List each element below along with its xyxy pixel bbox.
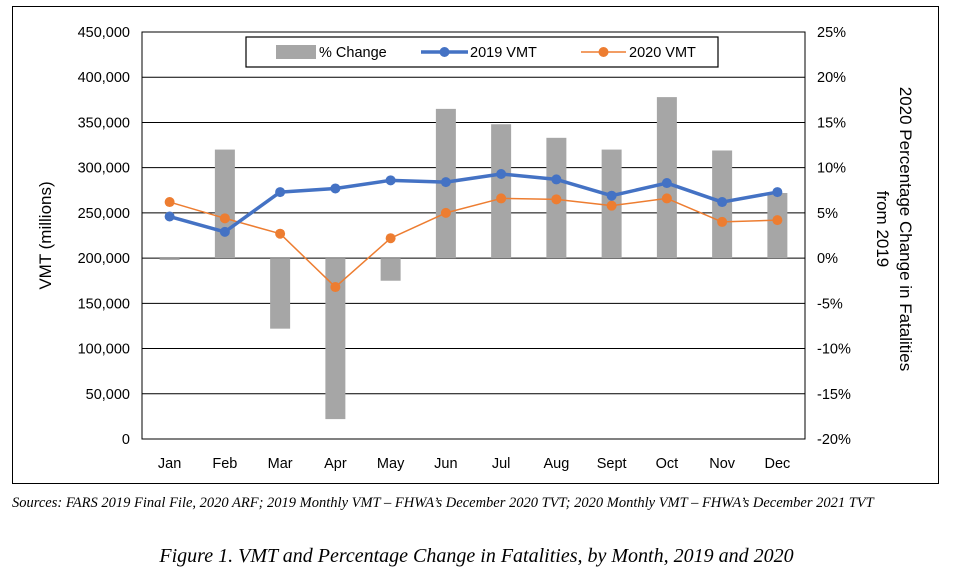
series-2019-vmt-point [717, 197, 728, 208]
series-2019-vmt-point [275, 187, 286, 198]
x-tick-label: Feb [212, 456, 237, 472]
y2-tick-label: -15% [817, 387, 851, 403]
y-tick-label: 250,000 [78, 206, 130, 222]
y2-tick-label: 25% [817, 25, 846, 41]
series-2019-vmt-point [496, 168, 507, 179]
series-2019-vmt-point [551, 174, 562, 185]
plot-area-border [141, 31, 806, 440]
x-tick-label: Jul [492, 456, 511, 472]
bar-pct-change [491, 124, 512, 259]
series-2019-vmt-point [606, 190, 617, 201]
figure-caption: Figure 1. VMT and Percentage Change in F… [159, 545, 794, 567]
legend-marker-2019-vmt [439, 47, 450, 57]
series-2020-vmt-point [551, 194, 562, 205]
x-tick-label: May [377, 456, 405, 472]
series-2020-vmt-line [169, 197, 778, 288]
series-2019-vmt-point [772, 187, 783, 198]
series-2020-vmt-point [330, 282, 341, 293]
series-2019-vmt-point [661, 178, 672, 189]
y2-axis-title-line2: from 2019 [873, 191, 892, 268]
series-2020-vmt-point [496, 193, 507, 204]
sources-note: Sources: FARS 2019 Final File, 2020 ARF;… [12, 495, 874, 511]
series-2020-vmt-point [772, 215, 783, 226]
legend-label-2019-vmt: 2019 VMT [470, 45, 537, 61]
x-tick-label: Aug [543, 456, 569, 472]
series-2020-vmt-point [164, 197, 175, 208]
y-tick-label: 50,000 [86, 387, 130, 403]
y-tick-label: 350,000 [78, 115, 130, 131]
bar-pct-change [380, 258, 401, 281]
chart-frame: 0 50,000 100,000 150,000 200,000 250,000 300,0… [12, 6, 939, 484]
series-2019-vmt-point [164, 211, 175, 222]
x-tick-label: Oct [656, 456, 679, 472]
y-tick-label: 300,000 [78, 161, 130, 177]
series-2020-vmt-point [219, 213, 230, 224]
combo-chart: 0 50,000 100,000 150,000 200,000 250,000 300,0… [36, 25, 915, 472]
series-2019-vmt-point [385, 175, 396, 186]
series-2019-vmt-point [440, 177, 451, 188]
y-tick-label: 450,000 [78, 25, 130, 41]
y2-tick-label: -10% [817, 342, 851, 358]
x-tick-label: Sept [597, 456, 627, 472]
y-tick-label: 100,000 [78, 342, 130, 358]
y-tick-label: 200,000 [78, 251, 130, 267]
x-tick-label: Apr [324, 456, 347, 472]
y-axis-title: VMT (millions) [36, 181, 55, 289]
y2-tick-label: 20% [817, 70, 846, 86]
y2-tick-label: -20% [817, 432, 851, 448]
series-2019-vmt-line [169, 172, 778, 234]
series-2019-vmt-point [219, 226, 230, 237]
y2-tick-label: 15% [817, 115, 846, 131]
y-tick-label: 150,000 [78, 296, 130, 312]
x-tick-label: Dec [764, 456, 790, 472]
bar-pct-change [214, 149, 235, 259]
y-tick-label: 0 [122, 432, 130, 448]
legend-box [245, 36, 719, 68]
series-2020-vmt-point [606, 200, 617, 211]
series-2020-vmt-point [717, 216, 728, 227]
series-2020-vmt-point [440, 207, 451, 218]
legend-swatch-pct-change [276, 45, 316, 59]
series-2020-vmt-point [385, 233, 396, 244]
series-2020-vmt-point [661, 193, 672, 204]
legend-marker-2020-vmt [598, 47, 609, 57]
y2-tick-label: 0% [817, 251, 838, 267]
legend-label-2020-vmt: 2020 VMT [629, 45, 696, 61]
series-2020-vmt-point [275, 228, 286, 239]
x-tick-label: Jan [158, 456, 181, 472]
bar-pct-change [767, 192, 788, 259]
legend-label-pct-change: % Change [319, 45, 387, 61]
bar-pct-change [159, 258, 180, 260]
x-tick-label: Jun [434, 456, 457, 472]
bar-pct-change [270, 258, 291, 329]
bar-pct-change [325, 258, 346, 420]
y2-axis-title-line1: 2020 Percentage Change in Fatalities [896, 87, 915, 371]
y-tick-label: 400,000 [78, 70, 130, 86]
x-tick-label: Nov [709, 456, 736, 472]
x-tick-label: Mar [268, 456, 293, 472]
series-2019-vmt-point [330, 183, 341, 194]
bar-pct-change [656, 97, 677, 259]
y2-tick-label: -5% [817, 296, 843, 312]
y2-tick-label: 5% [817, 206, 838, 222]
y2-tick-label: 10% [817, 161, 846, 177]
